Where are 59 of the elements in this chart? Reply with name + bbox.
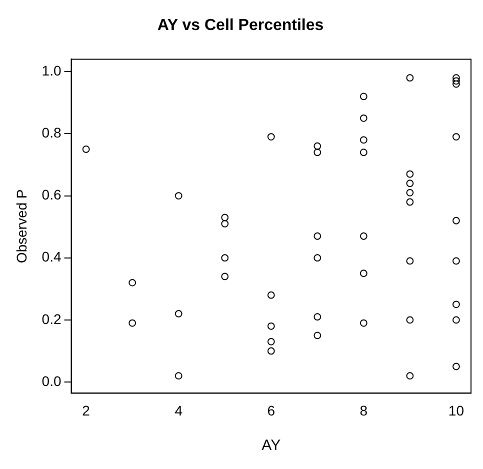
point: [452, 257, 460, 265]
point: [360, 92, 368, 100]
point: [221, 272, 229, 280]
point: [452, 300, 460, 308]
point: [406, 257, 414, 265]
point: [128, 319, 136, 327]
y-tick-label: 0.0: [42, 372, 62, 389]
point: [221, 220, 229, 228]
point: [406, 170, 414, 178]
y-tick-label: 0.6: [42, 186, 62, 203]
point: [452, 74, 460, 82]
point: [267, 322, 275, 330]
x-tick-label: 2: [82, 402, 90, 418]
point: [452, 80, 460, 88]
point: [174, 372, 182, 380]
point: [82, 146, 90, 153]
point: [314, 148, 322, 156]
point: [267, 291, 275, 299]
point: [174, 192, 182, 200]
point: [406, 188, 414, 196]
point: [406, 316, 414, 324]
point: [221, 214, 229, 222]
point: [452, 362, 460, 370]
point: [360, 148, 368, 156]
y-tick-label: 0.2: [42, 310, 62, 327]
x-axis-title: AY: [262, 437, 281, 454]
point: [360, 232, 368, 240]
chart-title: AY vs Cell Percentiles: [157, 17, 324, 34]
x-tick-label: 10: [448, 402, 464, 418]
point: [406, 372, 414, 380]
point: [360, 136, 368, 144]
point: [360, 114, 368, 122]
point: [452, 133, 460, 140]
y-tick-label: 1.0: [42, 62, 62, 78]
y-axis-title: Observed P: [13, 189, 30, 264]
y-tick-label: 0.4: [42, 248, 62, 265]
point: [221, 254, 229, 262]
point: [314, 232, 322, 240]
x-tick-label: 4: [174, 402, 183, 418]
point: [314, 142, 322, 150]
x-tick-label: 8: [360, 402, 368, 418]
point: [314, 254, 322, 262]
point: [174, 310, 182, 318]
point: [360, 270, 368, 278]
point: [452, 316, 460, 324]
point: [314, 332, 322, 340]
point: [406, 180, 414, 188]
point: [406, 74, 414, 82]
point: [452, 216, 460, 224]
point: [360, 319, 368, 327]
point: [267, 133, 275, 140]
point: [452, 77, 460, 85]
point: [314, 313, 322, 321]
point: [128, 278, 136, 286]
point: [267, 347, 275, 355]
y-tick-label: 0.8: [42, 124, 62, 141]
point: [406, 198, 414, 206]
x-tick-label: 6: [267, 402, 276, 418]
point: [267, 338, 275, 346]
